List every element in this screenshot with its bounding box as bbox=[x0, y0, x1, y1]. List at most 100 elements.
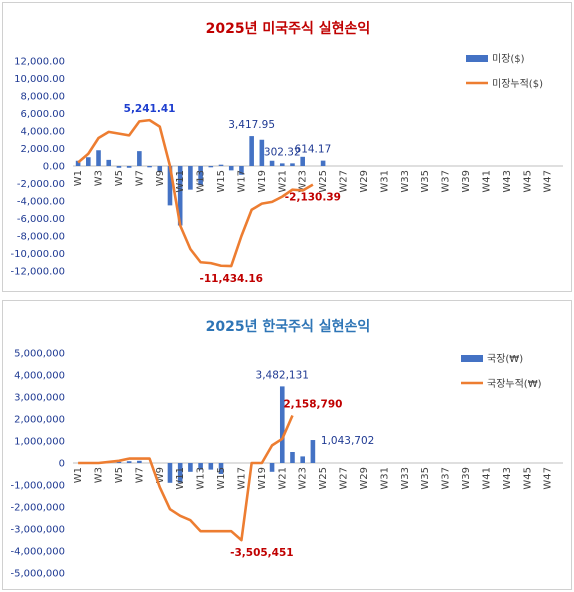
bar bbox=[259, 139, 265, 166]
bar bbox=[188, 166, 193, 190]
bar bbox=[279, 386, 285, 463]
data-label: -2,130.39 bbox=[285, 192, 341, 204]
x-tick-label: W1 bbox=[73, 170, 84, 186]
x-tick-label: W23 bbox=[298, 467, 309, 490]
bar bbox=[177, 166, 183, 226]
x-tick-label: W35 bbox=[420, 170, 431, 193]
legend-line-label: 미장누적($) bbox=[492, 78, 543, 90]
cumulative-line bbox=[78, 414, 294, 542]
bar bbox=[137, 460, 142, 463]
bar bbox=[269, 160, 275, 166]
x-tick-label: W43 bbox=[502, 170, 513, 193]
legend: 국장(₩) 국장누적(₩) bbox=[461, 353, 542, 390]
x-tick-label: W43 bbox=[502, 467, 513, 490]
x-tick-label: W45 bbox=[522, 467, 533, 490]
bar bbox=[310, 440, 316, 463]
x-tick-label: W3 bbox=[94, 467, 105, 483]
x-tick-label: W27 bbox=[339, 467, 350, 490]
data-label: 614.17 bbox=[295, 144, 332, 156]
legend-bar-label: 미장($) bbox=[492, 53, 525, 65]
x-tick-label: W9 bbox=[155, 467, 166, 483]
y-tick-label: -4,000.00 bbox=[17, 197, 65, 208]
y-tick-label: -2,000.00 bbox=[17, 179, 65, 190]
bar bbox=[198, 166, 203, 186]
y-tick-label: 8,000.00 bbox=[20, 92, 65, 103]
y-tick-label: 2,000.00 bbox=[20, 144, 65, 155]
data-label: 3,417.95 bbox=[228, 119, 275, 131]
bar bbox=[106, 159, 112, 166]
y-tick-label: 10,000.00 bbox=[14, 74, 65, 85]
x-tick-label: W5 bbox=[114, 170, 125, 186]
x-tick-label: W33 bbox=[400, 467, 411, 490]
bar bbox=[188, 463, 193, 472]
bar bbox=[300, 156, 305, 166]
y-tick-label: 4,000,000 bbox=[14, 371, 65, 382]
legend-bar-swatch bbox=[461, 355, 483, 362]
x-tick-label: W41 bbox=[481, 467, 492, 490]
y-tick-label: 1,000,000 bbox=[14, 437, 65, 448]
bar bbox=[228, 166, 234, 171]
bar bbox=[218, 463, 224, 474]
data-label: 2,158,790 bbox=[283, 399, 342, 411]
x-tick-label: W27 bbox=[339, 170, 350, 193]
bar bbox=[96, 150, 101, 166]
data-label: 302.32 bbox=[264, 146, 301, 158]
x-tick-label: W17 bbox=[236, 170, 247, 193]
chart-title: 2025년 미국주식 실현손익 bbox=[206, 20, 371, 37]
x-tick-label: W9 bbox=[155, 170, 166, 186]
y-tick-label: -6,000.00 bbox=[17, 214, 65, 225]
bar bbox=[300, 456, 305, 463]
legend: 미장($) 미장누적($) bbox=[466, 53, 543, 90]
bar bbox=[269, 463, 275, 472]
y-tick-label: 5,000,000 bbox=[14, 349, 65, 360]
x-tick-label: W21 bbox=[277, 170, 288, 193]
bar bbox=[167, 166, 173, 206]
x-tick-label: W23 bbox=[298, 170, 309, 193]
x-tick-label: W29 bbox=[359, 467, 370, 490]
x-tick-label: W39 bbox=[461, 170, 472, 193]
bar bbox=[86, 157, 91, 166]
x-tick-label: W47 bbox=[543, 170, 554, 193]
bar bbox=[137, 151, 142, 166]
data-label: 3,482,131 bbox=[256, 369, 309, 381]
y-tick-label: 12,000.00 bbox=[14, 57, 65, 68]
bar bbox=[290, 163, 295, 166]
bar bbox=[208, 463, 214, 470]
data-label: -3,505,451 bbox=[230, 547, 293, 559]
y-tick-label: 4,000.00 bbox=[20, 127, 65, 138]
x-tick-label: W47 bbox=[543, 467, 554, 490]
us-stock-chart: 2025년 미국주식 실현손익 12,000.00 10,000.00 8,000.0… bbox=[10, 20, 563, 285]
x-tick-label: W1 bbox=[73, 467, 84, 483]
x-tick-label: W29 bbox=[359, 170, 370, 193]
data-label: 1,043,702 bbox=[321, 435, 374, 447]
x-tick-label: W13 bbox=[196, 170, 207, 193]
x-tick-label: W33 bbox=[400, 170, 411, 193]
x-tick-label: W31 bbox=[379, 170, 390, 193]
x-tick-label: W3 bbox=[94, 170, 105, 186]
bar bbox=[116, 461, 122, 463]
y-tick-label: 2,000,000 bbox=[14, 415, 65, 426]
bar bbox=[147, 166, 152, 168]
x-tick-label: W15 bbox=[216, 170, 227, 193]
x-tick-label: W5 bbox=[114, 467, 125, 483]
legend-bar-swatch bbox=[466, 55, 488, 62]
bar bbox=[218, 164, 224, 166]
bar bbox=[239, 166, 244, 175]
kr-stock-chart-panel: 2025년 한국주식 실현손익 5,000,000 4,000,000 3,000,0… bbox=[2, 300, 572, 590]
bar bbox=[279, 163, 285, 166]
bar bbox=[126, 461, 132, 463]
x-tick-label: W19 bbox=[257, 170, 268, 193]
x-tick-label: W45 bbox=[522, 170, 533, 193]
bar bbox=[208, 166, 214, 168]
us-stock-chart-panel: 2025년 미국주식 실현손익 12,000.00 10,000.00 8,000.0… bbox=[2, 2, 572, 292]
y-tick-label: 6,000.00 bbox=[20, 109, 65, 120]
data-label: -11,434.16 bbox=[199, 273, 262, 285]
bar bbox=[198, 463, 203, 470]
x-tick-label: W41 bbox=[481, 170, 492, 193]
x-tick-label: W11 bbox=[175, 170, 186, 193]
y-tick-label: 3,000,000 bbox=[14, 393, 65, 404]
data-label: 5,241.41 bbox=[124, 103, 176, 115]
cumulative-line bbox=[77, 118, 314, 268]
bar bbox=[167, 463, 173, 483]
chart-title: 2025년 한국주식 실현손익 bbox=[206, 318, 371, 335]
